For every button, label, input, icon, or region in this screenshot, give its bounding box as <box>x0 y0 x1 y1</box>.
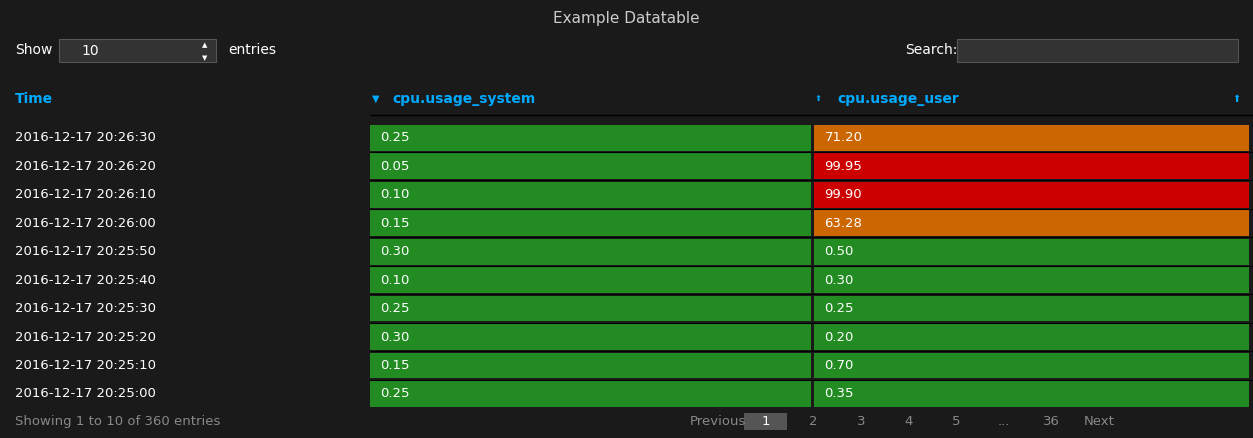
Text: 2016-12-17 20:25:20: 2016-12-17 20:25:20 <box>15 331 157 343</box>
Text: 0.50: 0.50 <box>824 245 853 258</box>
Bar <box>370 353 811 378</box>
Text: 0.15: 0.15 <box>380 359 410 372</box>
Text: 2016-12-17 20:25:10: 2016-12-17 20:25:10 <box>15 359 157 372</box>
Text: 0.70: 0.70 <box>824 359 853 372</box>
Bar <box>814 239 1249 265</box>
Text: ▲: ▲ <box>202 42 207 48</box>
Text: 99.95: 99.95 <box>824 160 862 173</box>
Text: 0.30: 0.30 <box>380 331 408 343</box>
Bar <box>814 381 1249 407</box>
Text: 3: 3 <box>857 415 865 428</box>
Bar <box>814 324 1249 350</box>
Text: 2: 2 <box>809 415 817 428</box>
Text: Example Datatable: Example Datatable <box>553 11 700 26</box>
Text: 71.20: 71.20 <box>824 131 862 144</box>
Text: 99.90: 99.90 <box>824 188 862 201</box>
Bar <box>814 210 1249 236</box>
Text: ⬆: ⬆ <box>1233 94 1240 103</box>
Text: 0.25: 0.25 <box>380 131 410 144</box>
Text: 2016-12-17 20:25:30: 2016-12-17 20:25:30 <box>15 302 157 315</box>
Text: 36: 36 <box>1042 415 1060 428</box>
Text: 2016-12-17 20:26:20: 2016-12-17 20:26:20 <box>15 160 155 173</box>
Bar <box>370 125 811 151</box>
Text: 2016-12-17 20:26:30: 2016-12-17 20:26:30 <box>15 131 155 144</box>
Bar <box>370 324 811 350</box>
Text: 0.25: 0.25 <box>380 388 410 400</box>
Bar <box>370 267 811 293</box>
Bar <box>370 210 811 236</box>
Text: ▼: ▼ <box>202 55 207 61</box>
Bar <box>814 125 1249 151</box>
Text: Search:: Search: <box>905 43 957 57</box>
Text: 1: 1 <box>762 415 769 428</box>
Bar <box>370 239 811 265</box>
Text: 2016-12-17 20:26:00: 2016-12-17 20:26:00 <box>15 217 155 230</box>
Text: 2016-12-17 20:26:10: 2016-12-17 20:26:10 <box>15 188 155 201</box>
Text: 0.05: 0.05 <box>380 160 408 173</box>
Text: 63.28: 63.28 <box>824 217 862 230</box>
Bar <box>814 153 1249 179</box>
Text: 10: 10 <box>81 44 99 58</box>
Text: Previous: Previous <box>690 415 746 428</box>
Text: Showing 1 to 10 of 360 entries: Showing 1 to 10 of 360 entries <box>15 415 221 428</box>
Bar <box>59 39 216 62</box>
Text: 5: 5 <box>952 415 960 428</box>
Bar <box>814 353 1249 378</box>
Text: 0.30: 0.30 <box>824 274 853 286</box>
Text: 4: 4 <box>905 415 912 428</box>
Bar <box>814 182 1249 208</box>
Bar <box>370 296 811 321</box>
Text: 0.30: 0.30 <box>380 245 408 258</box>
Text: 0.35: 0.35 <box>824 388 855 400</box>
Text: 0.15: 0.15 <box>380 217 410 230</box>
Bar <box>814 296 1249 321</box>
Text: 0.25: 0.25 <box>824 302 855 315</box>
Text: 0.10: 0.10 <box>380 274 408 286</box>
Bar <box>744 413 787 430</box>
Bar <box>957 39 1238 62</box>
Text: Show: Show <box>15 43 53 57</box>
Bar <box>370 182 811 208</box>
Bar <box>814 267 1249 293</box>
Text: 2016-12-17 20:25:50: 2016-12-17 20:25:50 <box>15 245 157 258</box>
Bar <box>370 381 811 407</box>
Text: ▼: ▼ <box>372 94 380 103</box>
Text: 2016-12-17 20:25:00: 2016-12-17 20:25:00 <box>15 388 155 400</box>
Text: Next: Next <box>1084 415 1114 428</box>
Text: Time: Time <box>15 92 53 106</box>
Text: ...: ... <box>997 415 1010 428</box>
Text: 2016-12-17 20:25:40: 2016-12-17 20:25:40 <box>15 274 155 286</box>
Text: cpu.usage_system: cpu.usage_system <box>392 92 535 106</box>
Bar <box>370 153 811 179</box>
Text: entries: entries <box>228 43 276 57</box>
Text: 0.20: 0.20 <box>824 331 853 343</box>
Text: cpu.usage_user: cpu.usage_user <box>837 92 959 106</box>
Text: 0.25: 0.25 <box>380 302 410 315</box>
Text: 0.10: 0.10 <box>380 188 408 201</box>
Text: ⬆: ⬆ <box>814 94 822 103</box>
